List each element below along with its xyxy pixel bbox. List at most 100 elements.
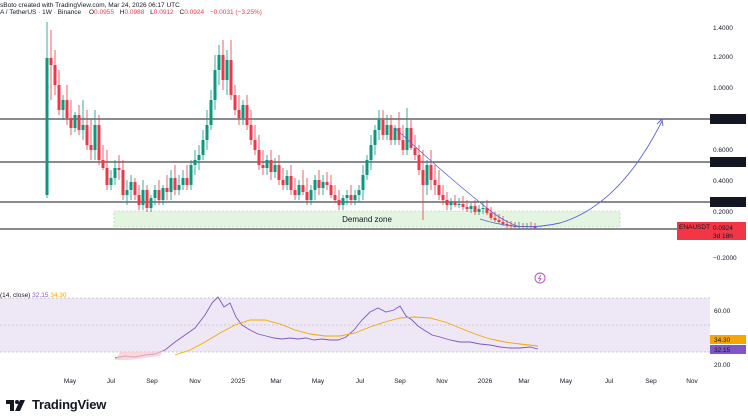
- high-label: H: [119, 9, 125, 16]
- rsi-value-tag-value: 32.15: [714, 347, 731, 354]
- candle-body: [269, 160, 273, 172]
- price-axis-tick: 1.2000: [713, 54, 733, 61]
- time-axis-tick: Nov: [686, 378, 698, 385]
- rsi-line: [114, 296, 539, 359]
- candle-body: [453, 202, 457, 205]
- candle-body: [465, 207, 469, 209]
- current-price-tag: [677, 222, 710, 240]
- tradingview-logo[interactable]: TradingView: [6, 397, 106, 412]
- candle-body: [257, 150, 261, 165]
- candle-body: [369, 145, 373, 160]
- candle-body: [377, 120, 381, 130]
- candle-body: [489, 213, 493, 218]
- high-value: 0.0988: [124, 9, 145, 16]
- candle-body: [425, 165, 429, 185]
- rsi-ma-line: [174, 316, 539, 356]
- candle-body: [113, 168, 117, 178]
- current-price-symbol: ENAUSDT: [679, 224, 710, 231]
- close-value: 0.0924: [184, 9, 205, 16]
- candle-body: [221, 55, 225, 80]
- candle-body: [45, 58, 49, 195]
- candle-body: [205, 125, 209, 140]
- price-axis-tick: 1.4000: [713, 25, 733, 32]
- candle-body: [245, 105, 249, 125]
- candle-body: [161, 188, 165, 200]
- candle-body: [185, 178, 189, 185]
- level-tag-label: 0.2621: [714, 200, 734, 207]
- candle-body: [173, 178, 177, 190]
- chart-header: sBoto created with TradingView.com, Mar …: [0, 2, 266, 16]
- candle-body: [497, 220, 501, 222]
- time-axis-tick: Jul: [107, 378, 116, 385]
- candle-body: [61, 100, 65, 110]
- price-axis-tick: 0.4000: [713, 178, 733, 185]
- downtrend-curve: [394, 127, 521, 228]
- level-tag-label: 0.8000: [714, 117, 734, 124]
- candle-body: [261, 165, 265, 168]
- candle-body: [145, 190, 149, 208]
- rsi-params: (14, close): [0, 292, 31, 299]
- candle-body: [57, 85, 61, 110]
- projection-curve: [479, 120, 663, 228]
- candle-body: [409, 128, 413, 148]
- candle-body: [485, 208, 489, 213]
- candle-body: [77, 115, 81, 130]
- candle-body: [153, 190, 157, 198]
- candle-body: [273, 165, 277, 172]
- candle-body: [413, 148, 417, 155]
- current-price-countdown: 3d 18h: [713, 233, 733, 240]
- candle-body: [481, 208, 485, 209]
- candle-body: [393, 128, 397, 140]
- tradingview-logo-text: TradingView: [32, 397, 107, 412]
- low-label: L: [150, 9, 154, 16]
- candle-body: [345, 195, 349, 198]
- level-tag: [710, 157, 746, 167]
- candle-body: [117, 168, 121, 170]
- price-axis-tick: 1.0000: [713, 85, 733, 92]
- rsi-value-tag: [710, 345, 746, 354]
- candle-body: [109, 178, 113, 185]
- candle-body: [477, 209, 481, 212]
- candle-body: [473, 206, 477, 212]
- candle-body: [333, 195, 337, 200]
- candle-body: [533, 227, 537, 228]
- current-price-value-tag: [710, 222, 746, 240]
- candle-body: [225, 60, 229, 80]
- candle-body: [85, 125, 89, 145]
- candle-body: [469, 206, 473, 209]
- candle-body: [213, 70, 217, 100]
- rsi-ma-tag: [710, 335, 746, 344]
- candle-body: [281, 180, 285, 185]
- time-axis-tick: May: [64, 378, 77, 385]
- rsi-oversold-fill: [115, 349, 164, 360]
- candle-body: [201, 140, 205, 155]
- candle-body: [249, 125, 253, 140]
- candle-body: [121, 170, 125, 195]
- price-axis-tick: 0.2000: [713, 209, 733, 216]
- candle-body: [321, 182, 325, 188]
- open-value: 0.0955: [94, 9, 114, 16]
- candle-body: [429, 165, 433, 180]
- time-axis-tick: May: [560, 378, 573, 385]
- time-axis-tick: Nov: [436, 378, 448, 385]
- created-by: sBoto created with TradingView.com, Mar …: [0, 2, 180, 9]
- rsi-axis-tick-low: 20.00: [714, 362, 731, 369]
- candle-body: [129, 182, 133, 190]
- candle-body: [65, 100, 69, 118]
- candle-body: [97, 125, 101, 160]
- rsi-ma-tag-value: 34.30: [714, 337, 731, 344]
- candle-body: [365, 160, 369, 175]
- candle-body: [357, 190, 361, 195]
- candle-body: [73, 115, 77, 128]
- candle-body: [105, 168, 109, 185]
- flash-icon[interactable]: [534, 272, 546, 284]
- candle-body: [189, 165, 193, 185]
- candle-body: [457, 204, 461, 205]
- time-axis-tick: Sep: [394, 378, 406, 385]
- candle-body: [305, 192, 309, 200]
- candle-body: [285, 176, 289, 185]
- time-axis-tick: 2026: [478, 378, 493, 385]
- candle-body: [501, 222, 505, 224]
- candle-body: [133, 182, 137, 195]
